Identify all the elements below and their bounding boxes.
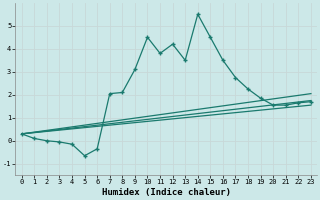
X-axis label: Humidex (Indice chaleur): Humidex (Indice chaleur)	[102, 188, 231, 197]
